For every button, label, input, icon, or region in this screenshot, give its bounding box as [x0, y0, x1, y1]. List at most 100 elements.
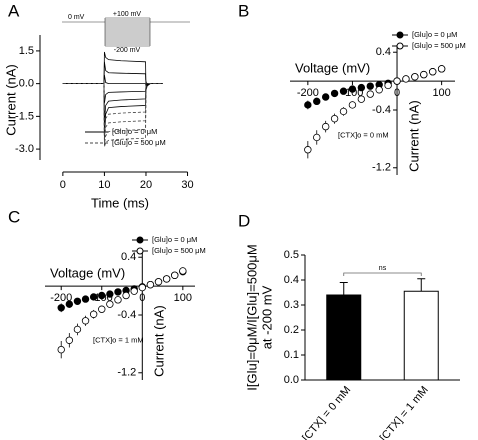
data-point	[114, 296, 122, 304]
y-tick-label: 1.5	[19, 45, 34, 57]
legend-label: [Glu]o = 0 μM	[112, 127, 157, 136]
data-point	[393, 77, 401, 85]
protocol-label: +100 mV	[113, 11, 142, 18]
y-axis-title: at -200 mV	[259, 285, 274, 349]
x-tick-label: -200	[50, 292, 72, 304]
x-tick-label: 20	[140, 179, 152, 191]
current-trace	[62, 79, 163, 148]
y-tick-label: -0.4	[372, 104, 391, 116]
data-point	[375, 86, 383, 94]
annotation: ns	[379, 265, 387, 272]
data-point	[98, 305, 106, 313]
data-point	[330, 114, 339, 123]
data-point	[130, 287, 138, 295]
data-point	[366, 82, 374, 90]
x-tick-label: [CTX] = 1 mM	[378, 384, 431, 440]
data-point	[437, 65, 446, 73]
data-point	[98, 291, 106, 300]
data-point	[138, 283, 146, 292]
data-point	[171, 271, 179, 279]
data-point	[348, 85, 357, 93]
y-tick-label: 0.2	[284, 324, 299, 336]
x-tick-label: 10	[98, 179, 110, 191]
y-tick-label: 0.1	[284, 349, 299, 361]
protocol-label: -200 mV	[114, 47, 141, 54]
data-point	[57, 345, 65, 354]
data-point	[81, 317, 90, 325]
protocol-label: 0 mV	[68, 14, 85, 21]
y-tick-label: 0.0	[19, 78, 34, 90]
annotation: [CTX]o = 1 mM	[93, 335, 144, 344]
data-point	[357, 95, 366, 103]
current-trace	[62, 83, 163, 123]
data-point	[73, 297, 82, 305]
x-tick-label: 0	[394, 87, 400, 99]
data-point	[348, 101, 357, 109]
data-point	[65, 336, 74, 344]
legend-label: [Glu]o = 500 μM	[112, 138, 166, 147]
y-tick-label: -1.2	[372, 162, 391, 174]
data-point	[57, 304, 65, 312]
data-point	[162, 275, 171, 283]
data-point	[366, 90, 374, 98]
data-point	[89, 310, 98, 318]
x-tick-label: 30	[181, 179, 193, 191]
legend-label: [Glu]o = 500 μM	[152, 246, 206, 255]
data-point	[154, 278, 163, 286]
x-tick-label: 100	[174, 292, 192, 304]
panel-label: B	[238, 1, 249, 20]
x-tick-label: [CTX] = 0 mM	[300, 384, 353, 440]
legend-label: [Glu]o = 0 μM	[152, 235, 197, 244]
y-tick-label: 0.0	[284, 374, 299, 386]
y-axis-title: Current (nA)	[406, 100, 421, 172]
y-tick-label: 0.4	[121, 251, 136, 263]
data-point	[357, 83, 366, 92]
y-tick-label: -0.4	[117, 309, 136, 321]
data-point	[114, 288, 122, 296]
y-tick-label: -3.0	[15, 143, 34, 155]
data-point	[313, 97, 321, 106]
y-tick-label: 0.3	[284, 299, 299, 311]
data-point	[402, 75, 410, 83]
panel-label: C	[8, 207, 20, 226]
legend-marker	[396, 31, 404, 39]
x-tick-label: 100	[432, 87, 450, 99]
legend-label: [Glu]o = 0 μM	[412, 30, 457, 39]
data-point	[339, 87, 348, 95]
data-point	[330, 89, 339, 98]
bar	[403, 290, 439, 381]
data-point	[122, 291, 130, 300]
y-tick-label: -1.2	[117, 367, 136, 379]
y-axis-title: Current (nA)	[3, 64, 18, 136]
voltage-protocol	[62, 17, 190, 47]
data-point	[304, 146, 312, 154]
x-tick-label: -200	[297, 87, 319, 99]
legend-marker	[136, 236, 144, 244]
bar	[326, 294, 362, 381]
data-point	[106, 300, 114, 308]
x-axis-title: Voltage (mV)	[50, 266, 125, 281]
annotation: [CTX]o = 0 mM	[338, 130, 389, 139]
x-axis-title: Voltage (mV)	[295, 61, 370, 76]
data-point	[321, 93, 330, 101]
data-point	[429, 68, 437, 76]
legend-marker	[136, 247, 144, 255]
data-point	[384, 81, 392, 90]
data-point	[106, 290, 114, 298]
significance-bracket	[343, 272, 422, 276]
y-axis-title: I[Glu]=0μM/I[Glu]=500μM	[244, 244, 259, 391]
panel-label: A	[8, 1, 20, 20]
current-trace	[62, 61, 163, 90]
y-tick-label: 0.5	[284, 249, 299, 261]
data-point	[146, 280, 155, 289]
y-axis-title: Current (nA)	[152, 305, 167, 377]
x-tick-label: 0	[60, 179, 66, 191]
y-tick-label: 0.4	[284, 274, 299, 286]
legend-label: [Glu]o = 500 μM	[412, 41, 466, 50]
x-tick-label: 0	[139, 292, 145, 304]
data-point	[179, 267, 187, 275]
y-tick-label: 0.4	[376, 46, 391, 58]
data-point	[73, 325, 82, 334]
data-point	[339, 107, 348, 116]
